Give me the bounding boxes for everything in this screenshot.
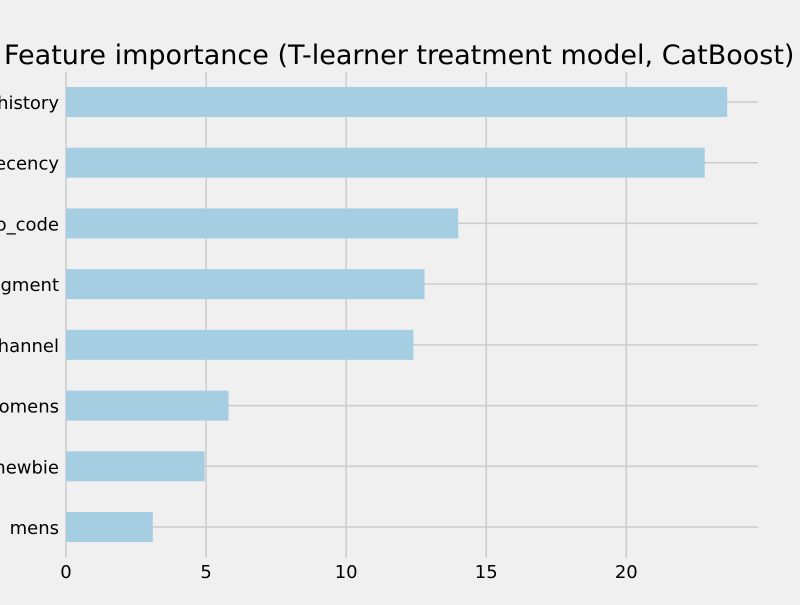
bars (66, 87, 728, 542)
x-tick-label-4: 20 (615, 562, 638, 583)
bar-mens (66, 512, 153, 542)
category-label-mens: mens (10, 518, 59, 539)
category-label-segment: gment (1, 275, 60, 296)
bar-history (66, 87, 728, 117)
category-label-newbie: newbie (0, 457, 59, 478)
x-tick-labels: 0 5 10 15 20 (60, 562, 638, 583)
category-label-history: history (0, 93, 59, 114)
bar-channel (66, 329, 414, 360)
bar-zip_code (66, 208, 459, 239)
category-label-zip_code: o_code (0, 214, 59, 235)
bar-newbie (66, 451, 205, 482)
bar-womens (66, 390, 229, 421)
x-tick-label-2: 10 (335, 562, 358, 583)
chart-title: Feature importance (T-learner treatment … (4, 40, 794, 71)
category-label-womens: omens (0, 397, 59, 418)
x-tick-label-3: 15 (475, 562, 498, 583)
x-tick-label-1: 5 (200, 562, 211, 583)
category-label-recency: recency (0, 154, 59, 175)
category-label-channel: hannel (0, 336, 59, 357)
bar-recency (66, 147, 705, 178)
bar-segment (66, 269, 425, 300)
x-tick-label-0: 0 (60, 562, 71, 583)
